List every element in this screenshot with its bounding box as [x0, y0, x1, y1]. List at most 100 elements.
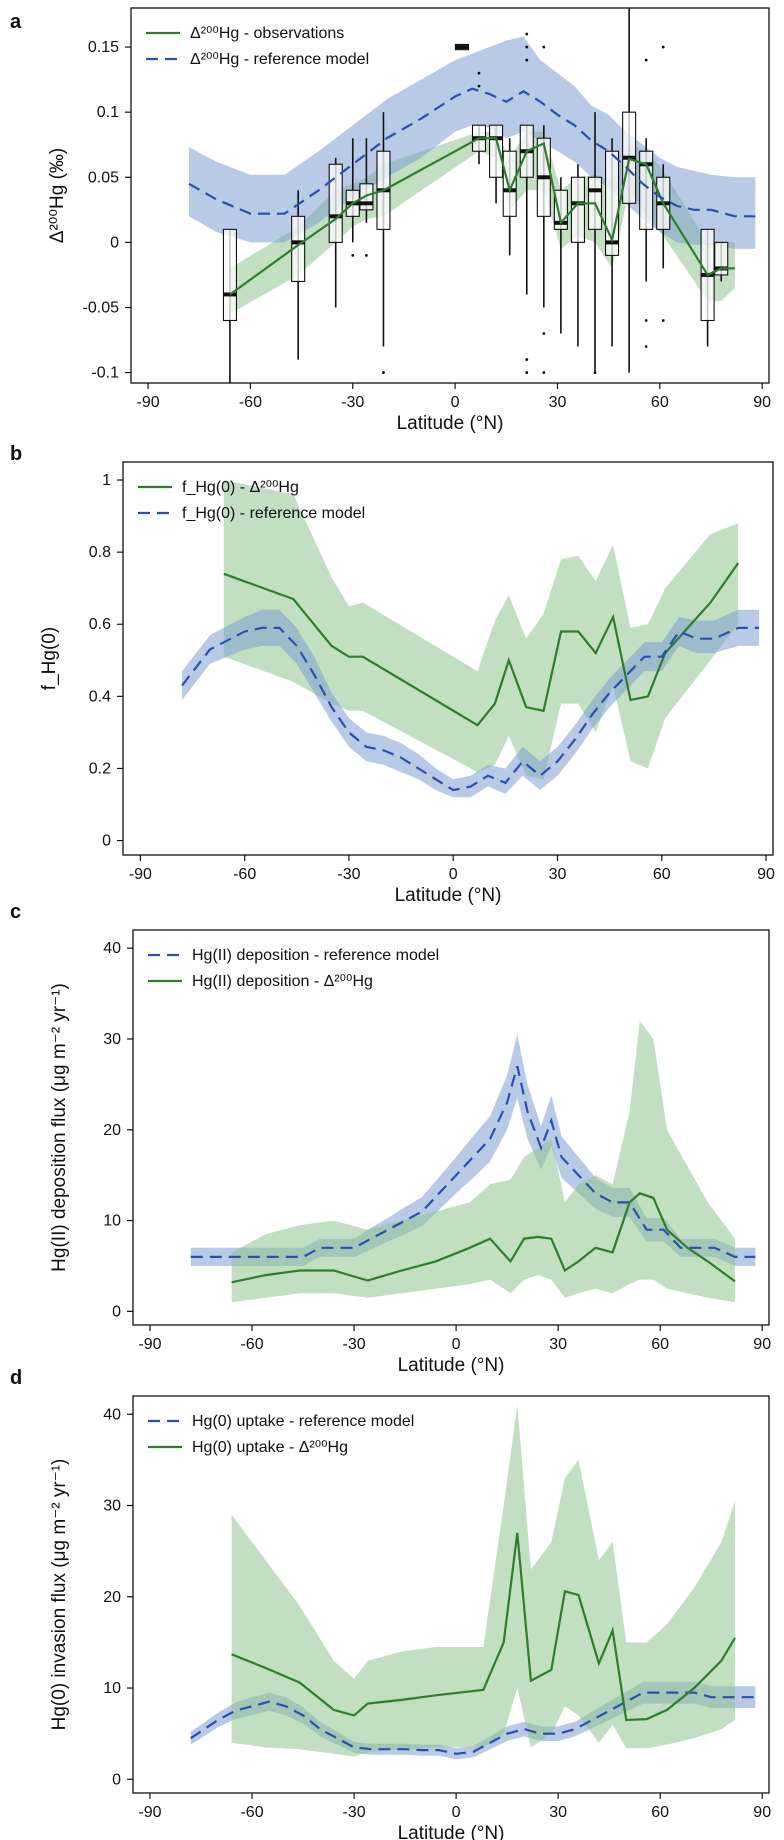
x-tick-label: 30: [549, 866, 567, 883]
boxplot: [714, 241, 729, 282]
y-tick-label: 30: [103, 1031, 121, 1048]
x-tick-label: -90: [138, 1804, 161, 1821]
x-tick-label: -30: [343, 1804, 366, 1821]
boxplot: [359, 138, 374, 257]
y-tick-label: 0.15: [88, 39, 119, 56]
y-tick-label: 0: [102, 833, 111, 850]
series-line-observations: [231, 1532, 736, 1722]
x-tick-label: 0: [449, 866, 458, 883]
plot-frame: [132, 1395, 770, 1794]
boxplot: [328, 157, 343, 308]
x-tick-label: -30: [343, 1336, 366, 1353]
boxplot-outlier: [525, 58, 529, 62]
y-tick-label: 10: [103, 1213, 121, 1230]
series-line-reference-model: [181, 626, 760, 792]
y-tick-label: 0.05: [88, 169, 119, 186]
y-tick-label: 0.2: [89, 760, 111, 777]
series-band-green: [231, 1020, 735, 1303]
series-band-blue: [182, 609, 760, 798]
boxplot: [700, 228, 715, 347]
y-tick-label: 10: [103, 1680, 121, 1697]
y-tick-label: 0.4: [89, 688, 111, 705]
plot-area: [190, 1405, 756, 1760]
y-tick-label: -0.1: [91, 365, 119, 382]
series-line-observations: [231, 1192, 736, 1284]
boxplot-outlier: [365, 253, 368, 257]
x-axis-label: Latitude (°N): [398, 1355, 505, 1376]
legend: f_Hg(0) - Δ²⁰⁰Hg f_Hg(0) - reference mode…: [138, 479, 365, 522]
boxplot-outlier: [351, 253, 355, 257]
y-tick-label: 20: [103, 1589, 121, 1606]
boxplot: [222, 228, 237, 383]
series-line-observations: [223, 562, 740, 727]
boxplot: [605, 138, 620, 347]
x-tick-label: 90: [753, 1804, 771, 1821]
x-tick-label: -30: [341, 394, 364, 411]
panel-letter: c: [10, 901, 21, 923]
y-tick-label: 40: [103, 1406, 121, 1423]
boxplot-outlier: [644, 58, 648, 62]
panel-a: a -90 -60 -30 0 30 60 90 -0.1 -0.05 0 0.05 0.1 0.15 La…: [10, 7, 771, 434]
y-tick-label: 0: [112, 1771, 121, 1788]
boxplot-outlier: [525, 45, 529, 49]
boxplot: [656, 45, 671, 322]
boxplot-outlier: [525, 371, 529, 374]
boxplot: [639, 58, 654, 348]
boxplot-outlier: [477, 84, 481, 88]
panel-c: c -90 -60 -30 0 30 60 90 0 10 20 30 40 Latitude (°N) H…: [10, 901, 771, 1376]
legend-label: f_Hg(0) - Δ²⁰⁰Hg: [182, 479, 299, 496]
boxplot: [502, 138, 517, 256]
x-axis-label: Latitude (°N): [398, 1823, 505, 1840]
panel-d: d -90 -60 -30 0 30 60 90 0 10 20 30 40 Latitude (°N) H…: [10, 1367, 771, 1840]
y-tick-label: 0.1: [97, 104, 119, 121]
x-tick-label: 0: [452, 1336, 461, 1353]
panel-letter: a: [10, 11, 22, 33]
legend-label: Hg(0) uptake - reference model: [192, 1413, 414, 1430]
boxplot-outlier: [542, 371, 546, 374]
series-line-reference-model: [188, 87, 756, 218]
x-axis-label: Latitude (°N): [397, 413, 504, 434]
boxplot-outlier: [644, 319, 648, 322]
y-tick-label: 0: [112, 1303, 121, 1320]
boxplot-outlier: [593, 371, 597, 374]
y-axis-label: Δ²⁰⁰Hg (‰): [47, 148, 68, 243]
y-tick-label: 20: [103, 1122, 121, 1139]
x-tick-label: 90: [753, 1336, 771, 1353]
panel-letter: b: [10, 443, 22, 465]
x-tick-label: -90: [138, 1336, 161, 1353]
series-band-green: [223, 480, 739, 780]
legend-label: Hg(II) deposition - Δ²⁰⁰Hg: [192, 973, 373, 990]
boxplot: [376, 112, 391, 374]
boxplot-box: [328, 163, 343, 243]
legend: Hg(0) uptake - reference model Hg(0) upta…: [148, 1413, 414, 1456]
boxplot: [489, 124, 504, 204]
plot-area: [188, 8, 756, 383]
x-tick-label: -60: [233, 866, 256, 883]
x-tick-label: 0: [452, 1804, 461, 1821]
boxplot-outlier: [382, 371, 385, 374]
x-tick-label: 30: [549, 394, 567, 411]
boxplot-outlier: [661, 319, 665, 322]
boxplot-outlier: [542, 45, 546, 49]
y-tick-label: 0.8: [89, 544, 111, 561]
boxplot-box: [359, 183, 374, 211]
plot-frame: [130, 7, 770, 384]
boxplot: [622, 8, 637, 373]
boxplot-outlier: [525, 358, 529, 361]
legend-label: f_Hg(0) - reference model: [182, 505, 365, 522]
x-tick-label: -30: [337, 866, 360, 883]
y-tick-label: 0: [110, 234, 119, 251]
x-tick-label: 90: [757, 866, 775, 883]
y-tick-label: 30: [103, 1498, 121, 1515]
x-tick-label: 0: [451, 394, 460, 411]
x-axis-label: Latitude (°N): [395, 885, 502, 906]
panel-b: b -90 -60 -30 0 30 60 90 0 0.2 0.4 0.6 0.8 1 Latitude …: [10, 443, 775, 906]
plot-frame: [132, 929, 770, 1326]
x-tick-label: 60: [653, 866, 671, 883]
series-band-green: [231, 1405, 735, 1757]
legend-label: Δ²⁰⁰Hg - reference model: [190, 51, 369, 68]
boxplot-box: [502, 150, 517, 217]
y-tick-label: 1: [102, 472, 111, 489]
y-tick-label: -0.05: [83, 299, 120, 316]
